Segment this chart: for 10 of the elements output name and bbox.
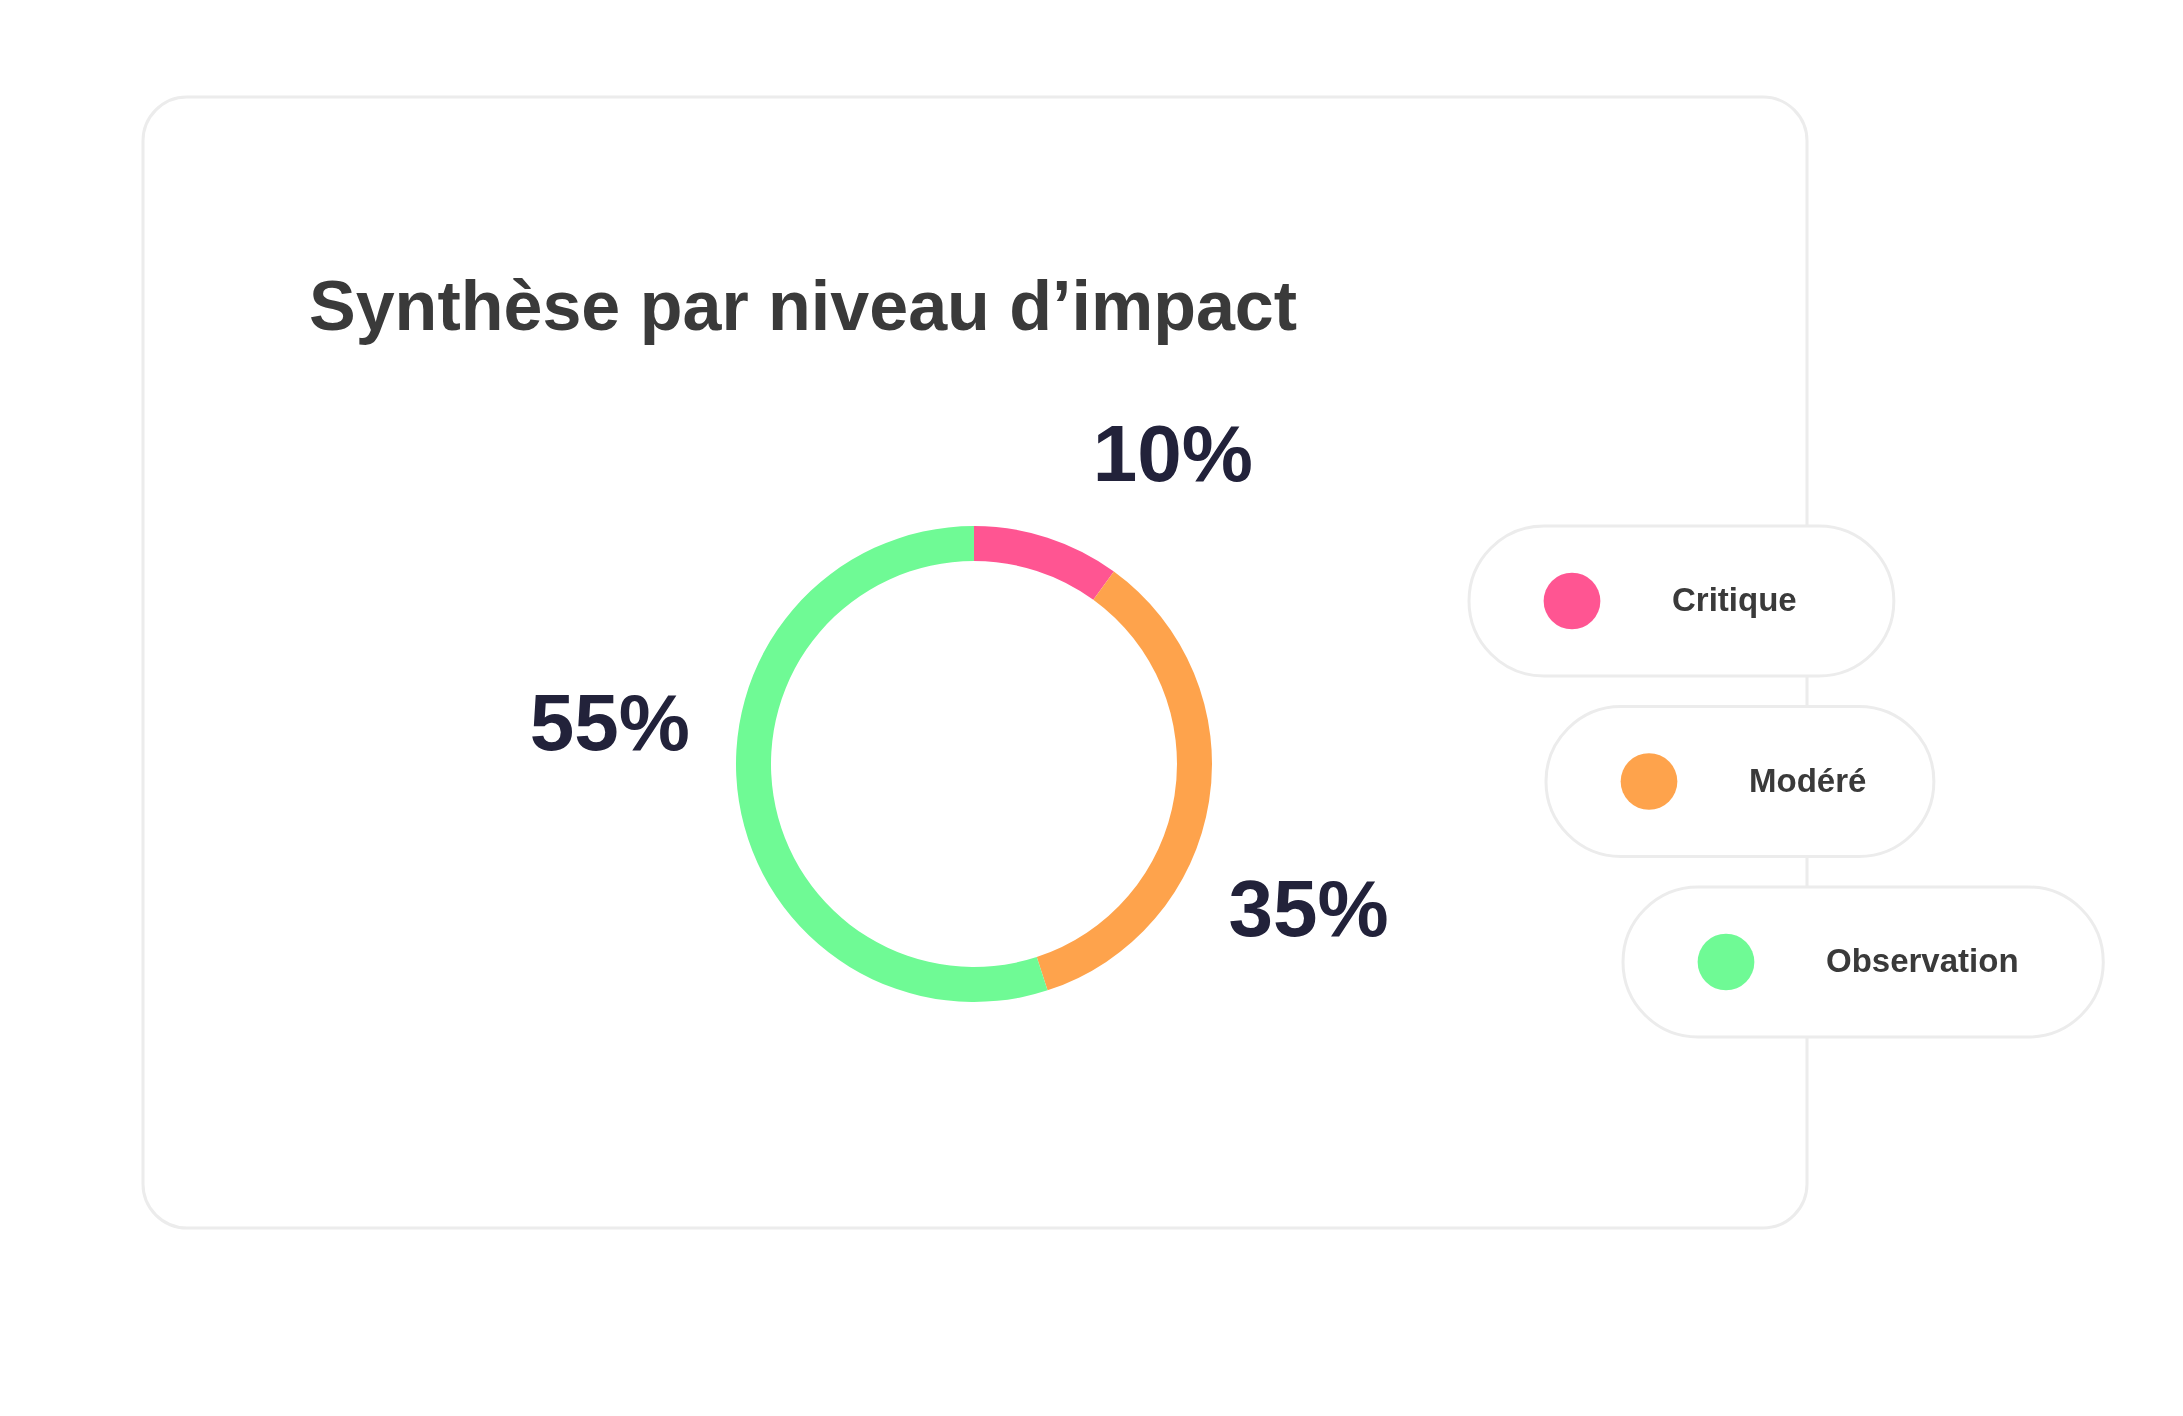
donut-slice (974, 526, 1114, 600)
legend-label: Critique (1672, 581, 1797, 618)
legend-label: Modéré (1749, 761, 1867, 799)
donut-slice (1036, 571, 1212, 991)
data-label: 55% (529, 678, 690, 768)
legend-label: Observation (1826, 942, 2019, 979)
data-label: 10% (1092, 408, 1253, 498)
donut-slice (736, 526, 1048, 1002)
chart-title: Synthèse par niveau d’impact (309, 267, 1298, 345)
data-label: 35% (1228, 864, 1389, 954)
